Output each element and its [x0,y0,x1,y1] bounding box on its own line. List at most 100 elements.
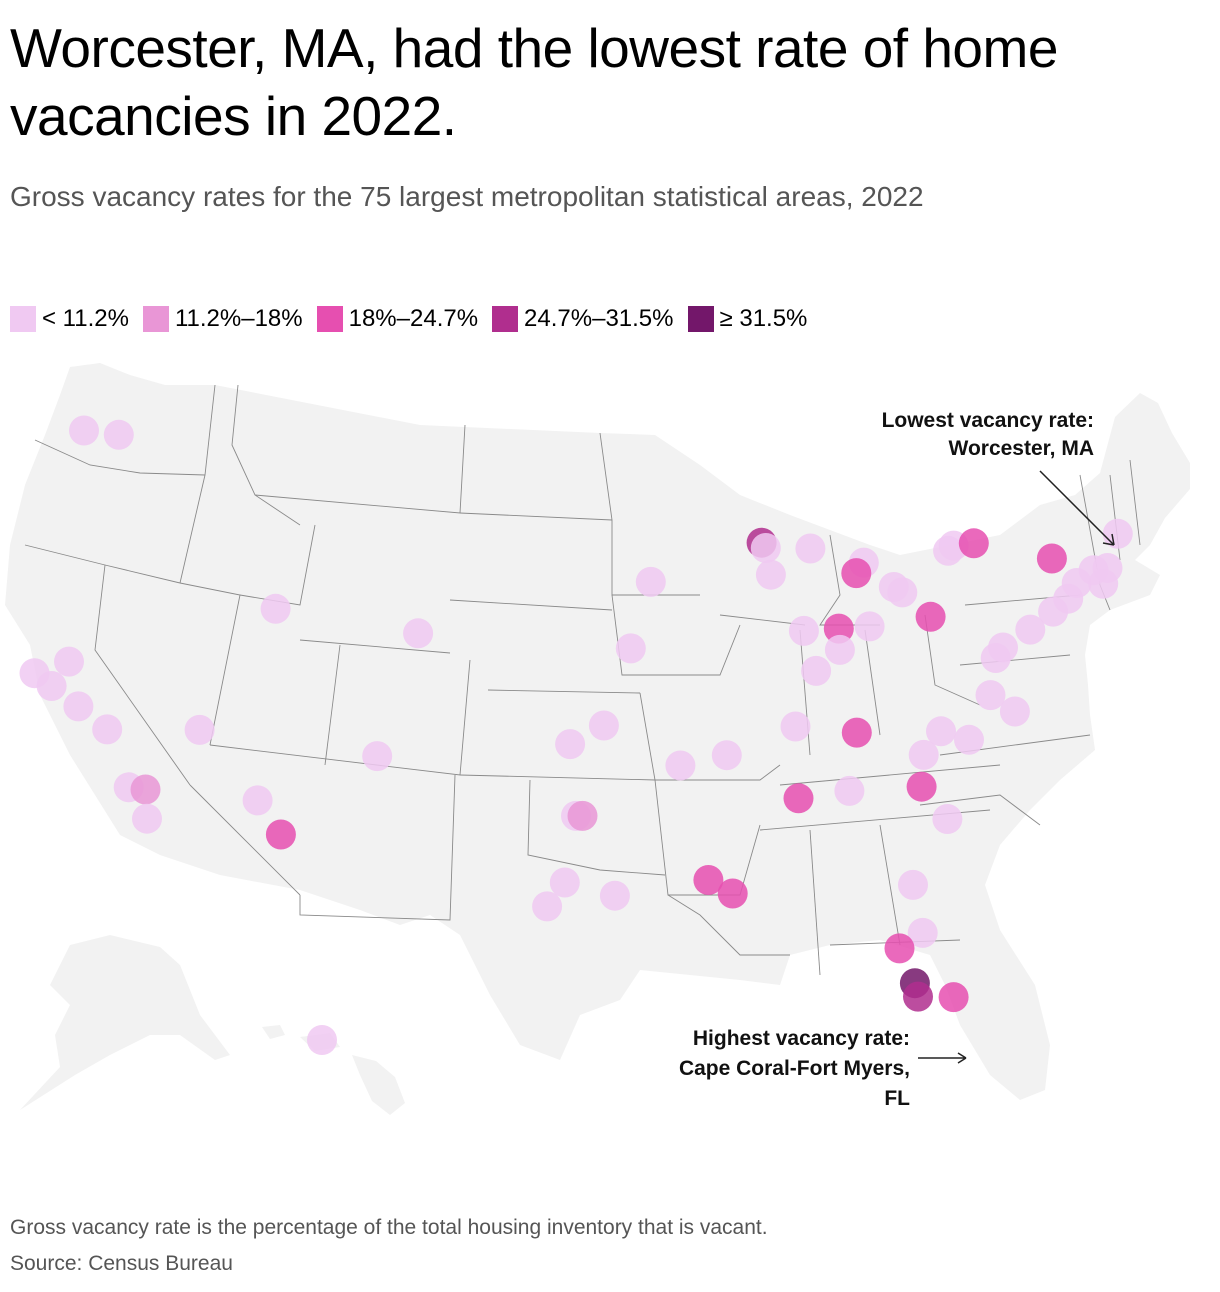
metro-dot [711,740,742,771]
chart-subtitle: Gross vacancy rates for the 75 largest m… [10,181,924,212]
chart-title: Worcester, MA, had the lowest rate of ho… [10,17,1058,147]
annotation-lowest-line2: Worcester, MA [949,437,1095,460]
metro-dot [780,711,811,742]
metro-dot [915,601,946,632]
border-la [667,894,790,956]
border-wi-il [719,614,806,626]
annotation-highest-line2: Cape Coral-Fort Myers, [679,1057,910,1080]
metro-dot [898,869,928,900]
border-ut-co [324,644,341,766]
metro-dot [549,867,580,898]
metro-dot [783,783,814,814]
metro-dot [824,634,855,665]
alaska-landmass [20,935,230,1110]
metro-dot [1015,614,1046,645]
metro-dot [795,533,826,564]
border-nm-south [299,774,456,921]
legend-label: < 11.2% [42,305,129,332]
metro-dot [132,803,162,834]
metro-dot [242,785,273,816]
metro-dot [69,415,99,446]
metro-dot [980,643,1011,673]
border-ms-al [809,829,821,976]
metro-dot [841,717,872,748]
border-sd-ne [449,599,613,611]
metro-dot [907,917,938,948]
annotation-lowest-line1: Lowest vacancy rate: [882,409,1094,432]
metro-dot [260,593,291,624]
metro-dot [958,528,989,559]
border-ne-ks [487,689,641,694]
border-ut-wy [239,524,316,606]
border-ar [654,779,761,896]
border-oh-pa [924,614,981,706]
legend-label: 11.2%–18% [174,305,303,332]
metro-dot [841,558,872,589]
legend-label: 24.7%–31.5% [524,305,674,332]
metro-dot [938,982,969,1013]
metro-dot [1038,596,1069,627]
border-id-west [179,384,216,584]
metro-dot [588,710,619,741]
metro-dot [567,800,598,831]
border-ok-tx [527,779,666,876]
annotation-highest-line3: FL [884,1087,910,1110]
metro-dot [906,771,937,802]
border-ks-ok [459,774,656,781]
border-ca-nv [94,564,191,786]
metro-dot [717,878,748,909]
metro-dot [854,611,885,642]
annotation-highest-arrow [918,1052,967,1064]
metro-dot [887,577,918,608]
legend-item-class-2: 18%–24.7% [316,304,479,334]
metro-dot [36,671,67,701]
metro-dots [19,415,1133,1055]
metro-dot [693,865,724,895]
metro-dot [103,419,134,450]
annotation-highest: Highest vacancy rate: Cape Coral-Fort My… [679,1027,967,1110]
metro-dot [403,618,434,649]
source-note: Source: Census Bureau [10,1252,233,1275]
metro-dot [615,633,646,664]
metro-dot [599,880,630,911]
annotation-lowest: Lowest vacancy rate: Worcester, MA [882,409,1115,546]
metro-dot [755,559,786,590]
border-ky-tn [779,764,1001,786]
legend: < 11.2% 11.2%–18% 18%–24.7% 24.7%–31.5% … [10,304,807,334]
metro-dot [801,655,832,686]
legend-item-class-3: 24.7%–31.5% [492,304,674,334]
legend-label: 18%–24.7% [348,305,479,332]
border-wa-or [34,439,206,476]
metro-dot [834,775,865,806]
metro-dot [908,739,939,770]
legend-swatch [142,306,169,332]
metro-dot [926,716,956,747]
metro-dot [92,714,123,745]
border-id-mt [231,384,301,526]
border-ia [611,594,741,676]
metro-dot [130,774,161,805]
legend-label: ≥ 31.5% [719,305,808,332]
metro-dot [1088,568,1119,599]
legend-item-class-4: ≥ 31.5% [687,304,808,334]
hawaii-landmass [262,1025,405,1115]
border-nd-sd [459,512,613,521]
legend-item-class-0: < 11.2% [10,304,129,334]
border-in-oh [864,629,881,736]
metro-dot [265,819,296,850]
border-mo [639,692,781,781]
border-wy-co [299,639,451,654]
metro-dot [54,646,84,677]
metro-dot [362,741,393,772]
metro-dot [975,680,1006,711]
annotation-lowest-arrow [1039,470,1115,546]
metro-dot [750,533,781,563]
metro-dot [555,729,586,760]
border-nc-sc [919,794,1041,826]
metro-dot [932,804,963,834]
state-borders [24,384,1141,976]
metro-dot [788,615,819,646]
border-al-ga [879,824,901,946]
metro-dot [903,981,933,1012]
metro-dot [184,714,215,745]
